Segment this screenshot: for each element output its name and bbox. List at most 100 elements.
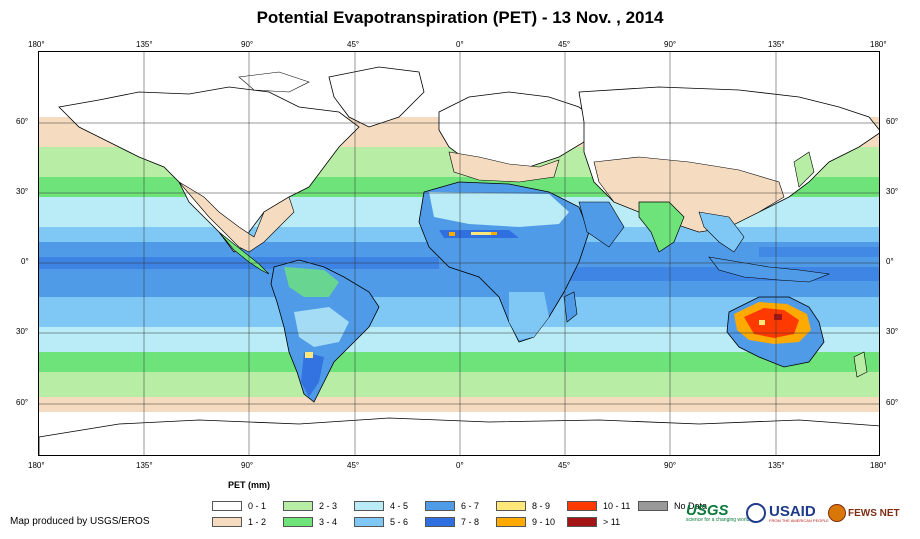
legend-label: 0 - 1 [248, 500, 267, 511]
lon-label-bottom: 180° [870, 461, 887, 470]
legend-swatch [496, 500, 526, 511]
usaid-logo: USAID FROM THE AMERICAN PEOPLE [746, 498, 829, 528]
usaid-tagline: FROM THE AMERICAN PEOPLE [769, 517, 829, 523]
legend-label: 9 - 10 [532, 516, 556, 527]
legend-swatch [354, 516, 384, 527]
legend-swatch [212, 516, 242, 527]
legend-label: 10 - 11 [603, 500, 631, 511]
lon-label-top: 90° [664, 40, 677, 49]
legend-label: 6 - 7 [461, 500, 480, 511]
lat-label-right: 30° [886, 187, 899, 196]
lat-label-right: 0° [886, 257, 894, 266]
north-america-south [178, 181, 295, 253]
legend-swatch [425, 500, 455, 511]
lon-label-top: 180° [870, 40, 887, 49]
south-america-green [284, 267, 339, 297]
madagascar [563, 291, 578, 323]
usgs-logo-text: USGS [686, 502, 729, 519]
legend-item: 5 - 6 [354, 516, 408, 527]
lon-label-bottom: 135° [768, 461, 785, 470]
map-credit: Map produced by USGS/EROS [10, 516, 150, 527]
legend-item: 4 - 5 [354, 500, 408, 511]
legend-item: 3 - 4 [283, 516, 337, 527]
lon-label-top: 45° [347, 40, 360, 49]
lon-label-bottom: 90° [664, 461, 677, 470]
legend-label: No Data [674, 500, 708, 511]
lat-label-left: 30° [16, 327, 29, 336]
fews-globe-icon [828, 504, 846, 522]
usaid-logo-text: USAID [769, 502, 816, 520]
legend-item: > 11 [567, 516, 620, 527]
australia-max-spot [774, 314, 782, 320]
legend-item: 7 - 8 [425, 516, 479, 527]
legend-item: 0 - 1 [212, 500, 266, 511]
greenland [328, 66, 425, 128]
legend-label: 3 - 4 [319, 516, 338, 527]
sahara [429, 192, 569, 227]
japan [793, 151, 815, 188]
lat-label-left: 0° [21, 257, 29, 266]
legend-item: 9 - 10 [496, 516, 555, 527]
southeast-asia [698, 211, 745, 253]
usaid-seal-icon [746, 503, 766, 523]
africa-south [509, 292, 549, 340]
south-america-light [294, 307, 349, 347]
lon-label-bottom: 90° [241, 461, 254, 470]
lon-label-top: 0° [456, 40, 464, 49]
australia-spot [759, 320, 765, 325]
lon-label-bottom: 45° [347, 461, 360, 470]
legend-swatch [496, 516, 526, 527]
usgs-logo: USGS science for a changing world [686, 498, 749, 528]
graticule [39, 52, 879, 455]
legend-swatch [567, 516, 597, 527]
sahel-hot-spot [449, 232, 455, 236]
legend-item: 1 - 2 [212, 516, 266, 527]
australia-very-hot [744, 308, 799, 338]
legend-item: 8 - 9 [496, 500, 550, 511]
map-title: Potential Evapotranspiration (PET) - 13 … [256, 8, 664, 27]
arabia [578, 201, 625, 248]
lon-label-top: 90° [241, 40, 254, 49]
legend-label: 1 - 2 [248, 516, 267, 527]
arctic-islands [238, 71, 310, 93]
lat-label-right: 30° [886, 327, 899, 336]
sahel-hot-spot [491, 232, 497, 235]
patagonia [301, 352, 324, 397]
pet-map [38, 51, 880, 456]
lat-label-right: 60° [886, 117, 899, 126]
legend-swatch [283, 500, 313, 511]
lat-label-left: 60° [16, 398, 29, 407]
legend-label: 4 - 5 [390, 500, 409, 511]
lon-label-top: 135° [136, 40, 153, 49]
legend-label: > 11 [603, 516, 621, 527]
new-zealand [853, 351, 868, 378]
lon-label-top: 135° [768, 40, 785, 49]
dark-blue-streak [759, 247, 879, 257]
legend-swatch [425, 516, 455, 527]
legend-label: 7 - 8 [461, 516, 480, 527]
legend-item: 10 - 11 [567, 500, 630, 511]
lon-label-top: 180° [28, 40, 45, 49]
legend-swatch [354, 500, 384, 511]
legend-swatch [638, 500, 668, 511]
legend-label: 8 - 9 [532, 500, 551, 511]
legend-item: 6 - 7 [425, 500, 479, 511]
lat-label-left: 60° [16, 117, 29, 126]
legend-label: 2 - 3 [319, 500, 338, 511]
fews-net-logo: FEWS NET [828, 498, 900, 528]
lat-label-left: 30° [16, 187, 29, 196]
europe-south [448, 151, 560, 183]
legend-label: 5 - 6 [390, 516, 409, 527]
lon-label-bottom: 0° [456, 461, 464, 470]
pet-map-canvas [39, 52, 879, 455]
usgs-tagline: science for a changing world [686, 517, 750, 523]
sahel-hot-spot [471, 232, 491, 235]
india [638, 201, 685, 253]
legend-item: No Data [638, 500, 707, 511]
legend-swatch [567, 500, 597, 511]
legend-swatch [212, 500, 242, 511]
antarctica [39, 417, 879, 455]
lon-label-bottom: 45° [558, 461, 571, 470]
lon-label-top: 45° [558, 40, 571, 49]
argentina-hot [305, 352, 313, 358]
